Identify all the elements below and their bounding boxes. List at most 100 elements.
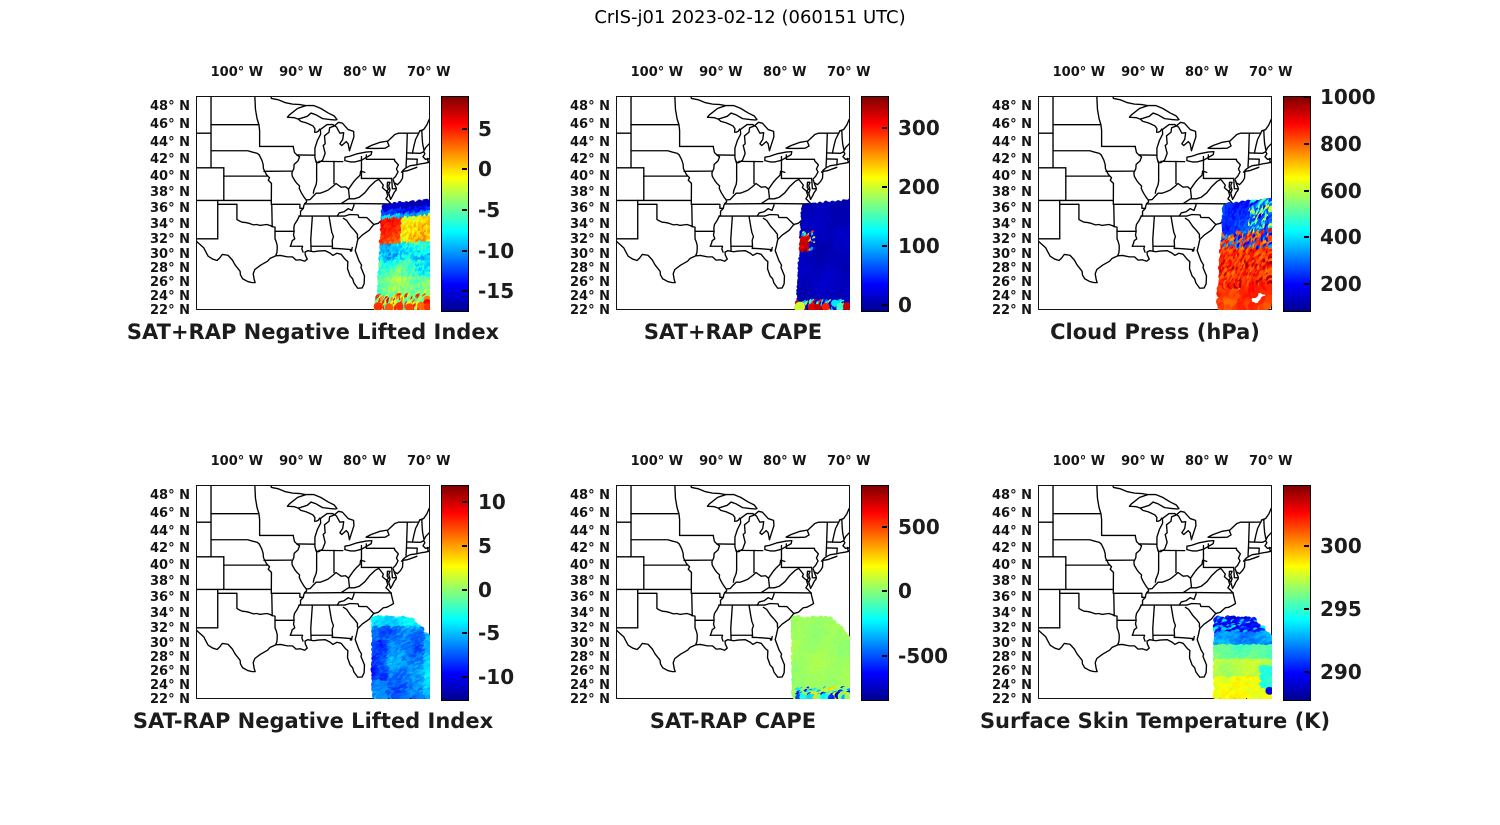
panel-title: Cloud Press (hPa)	[1050, 320, 1260, 344]
lat-tick-label: 22° N	[570, 303, 610, 318]
lat-tick-label: 26° N	[150, 664, 190, 680]
colorbar	[1283, 96, 1311, 312]
lat-tick-label: 46° N	[992, 506, 1032, 522]
lat-tick-label: 40° N	[570, 558, 610, 574]
lon-tick-label: 80° W	[763, 65, 807, 80]
colorbar-tick-label: 200	[1320, 272, 1362, 297]
lat-tick-label: 26° N	[570, 275, 610, 291]
lat-tick-label: 44° N	[150, 135, 190, 151]
lat-tick-label: 22° N	[150, 692, 190, 707]
lon-tick-label: 90° W	[1121, 65, 1165, 80]
lon-tick-label: 90° W	[699, 65, 743, 80]
colorbar-tick-label: 0	[478, 157, 492, 182]
lat-tick-label: 44° N	[570, 135, 610, 151]
lon-tick-label: 90° W	[279, 454, 323, 469]
lon-tick-label: 70° W	[406, 65, 451, 80]
colorbar-tick-label: -5	[478, 621, 501, 646]
panel-title: SAT-RAP CAPE	[649, 709, 817, 733]
panel-title: Surface Skin Temperature (K)	[979, 709, 1331, 733]
lat-tick-label: 38° N	[570, 574, 610, 590]
lat-tick-label: 22° N	[992, 692, 1032, 707]
lat-tick-label: 42° N	[992, 152, 1032, 168]
lat-tick-label: 40° N	[570, 169, 610, 185]
lat-tick-label: 38° N	[992, 574, 1032, 590]
lat-tick-label: 42° N	[570, 152, 610, 168]
lat-tick-label: 28° N	[150, 650, 190, 666]
colorbar-tick-mark	[462, 501, 467, 504]
map-canvas	[196, 96, 430, 310]
colorbar-tick-mark	[882, 304, 887, 307]
colorbar-tick-label: 400	[1320, 225, 1362, 250]
lat-tick-label: 46° N	[570, 506, 610, 522]
lat-tick-label: 34° N	[150, 605, 190, 621]
colorbar-tick-label: 5	[478, 534, 492, 559]
lat-tick-label: 30° N	[570, 246, 610, 262]
lat-tick-label: 32° N	[992, 231, 1032, 247]
lon-tick-label: 80° W	[343, 454, 387, 469]
colorbar-tick-mark	[1304, 671, 1309, 674]
colorbar-tick-mark	[462, 249, 467, 252]
colorbar-tick-label: 300	[898, 116, 940, 141]
lat-tick-label: 46° N	[992, 117, 1032, 133]
lat-tick-label: 26° N	[150, 275, 190, 291]
colorbar-tick-mark	[882, 245, 887, 248]
colorbar-tick-mark	[882, 525, 887, 528]
lat-tick-label: 30° N	[150, 246, 190, 262]
colorbar-tick-mark	[462, 290, 467, 293]
colorbar-tick-mark	[1304, 189, 1309, 192]
lat-tick-label: 26° N	[992, 275, 1032, 291]
colorbar-tick-mark	[882, 127, 887, 130]
lat-tick-label: 32° N	[992, 620, 1032, 636]
map-canvas	[196, 485, 430, 699]
lat-tick-label: 34° N	[150, 216, 190, 232]
lat-tick-label: 48° N	[150, 98, 190, 114]
colorbar-tick-label: 500	[898, 514, 940, 539]
colorbar-tick-mark	[462, 588, 467, 591]
lat-tick-label: 24° N	[992, 289, 1032, 305]
lat-tick-label: 22° N	[570, 692, 610, 707]
lat-tick-label: 36° N	[570, 590, 610, 606]
lat-tick-label: 44° N	[150, 524, 190, 540]
lat-tick-label: 32° N	[570, 620, 610, 636]
lat-tick-label: 38° N	[992, 185, 1032, 201]
lon-tick-label: 70° W	[826, 454, 871, 469]
map-canvas	[1038, 96, 1272, 310]
colorbar-tick-label: 295	[1320, 597, 1362, 622]
colorbar-tick-label: 0	[478, 577, 492, 602]
lat-tick-label: 30° N	[150, 635, 190, 651]
colorbar-tick-label: -500	[898, 644, 949, 669]
lat-tick-label: 40° N	[992, 558, 1032, 574]
colorbar-tick-label: 1000	[1320, 85, 1376, 110]
lat-tick-label: 34° N	[570, 216, 610, 232]
panel-title: SAT-RAP Negative Lifted Index	[132, 709, 494, 733]
colorbar-tick-mark	[462, 168, 467, 171]
lat-tick-label: 24° N	[570, 678, 610, 694]
colorbar-tick-mark	[1304, 236, 1309, 239]
lat-tick-label: 44° N	[992, 524, 1032, 540]
lat-tick-label: 24° N	[992, 678, 1032, 694]
colorbar-tick-mark	[882, 186, 887, 189]
colorbar-tick-label: 600	[1320, 178, 1362, 203]
lat-tick-label: 38° N	[150, 185, 190, 201]
colorbar-tick-label: 800	[1320, 131, 1362, 156]
lat-tick-label: 22° N	[150, 303, 190, 318]
lat-tick-label: 40° N	[992, 169, 1032, 185]
map-canvas	[1038, 485, 1272, 699]
colorbar-tick-label: -5	[478, 197, 501, 222]
lat-tick-label: 32° N	[570, 231, 610, 247]
colorbar-tick-mark	[462, 632, 467, 635]
colorbar-tick-mark	[1304, 96, 1309, 99]
colorbar-tick-mark	[462, 208, 467, 211]
colorbar	[1283, 485, 1311, 701]
lat-tick-label: 24° N	[150, 289, 190, 305]
lat-tick-label: 40° N	[150, 169, 190, 185]
colorbar-tick-mark	[882, 590, 887, 593]
colorbar-tick-label: 100	[898, 234, 940, 259]
colorbar-tick-label: 200	[898, 175, 940, 200]
lon-tick-label: 100° W	[630, 65, 684, 80]
lon-tick-label: 100° W	[210, 454, 264, 469]
lon-tick-label: 70° W	[1248, 65, 1293, 80]
lon-tick-label: 80° W	[763, 454, 807, 469]
lon-tick-label: 80° W	[1185, 65, 1229, 80]
lon-tick-label: 90° W	[1121, 454, 1165, 469]
